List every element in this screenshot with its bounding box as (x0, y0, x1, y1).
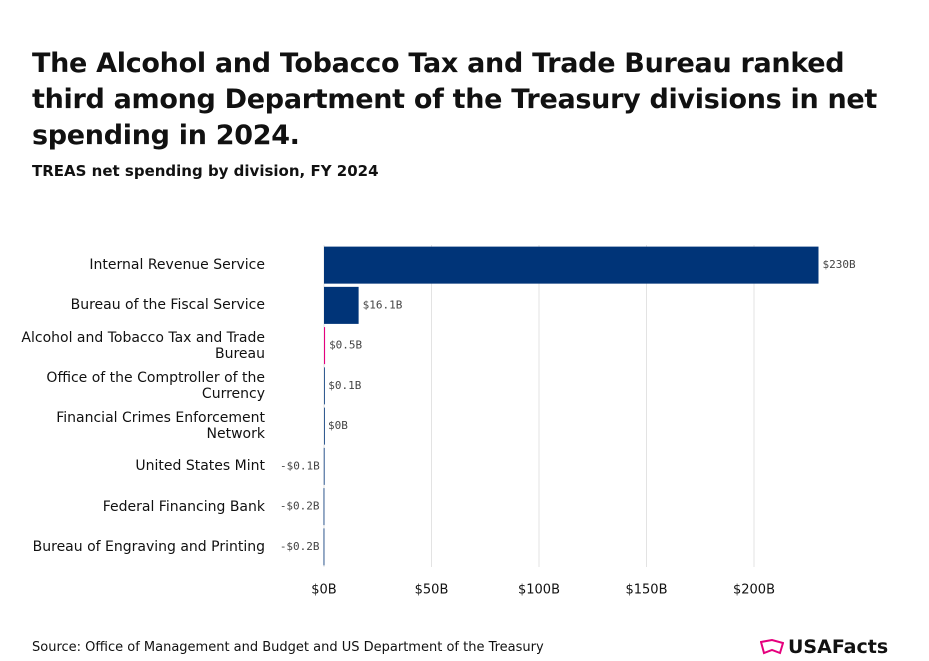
x-tick-label: $100B (518, 583, 560, 598)
value-label: $0B (328, 419, 348, 432)
value-label: -$0.1B (280, 459, 320, 472)
x-tick-label: $0B (311, 583, 336, 598)
bar (324, 367, 325, 405)
value-label: $16.1B (363, 298, 403, 311)
x-tick-label: $50B (415, 583, 449, 598)
chart-title: The Alcohol and Tobacco Tax and Trade Bu… (32, 48, 878, 151)
bar (324, 286, 359, 324)
value-label: $0.1B (328, 379, 361, 392)
y-tick-label: Office of the Comptroller of the Currenc… (46, 369, 265, 402)
y-tick-label: Alcohol and Tobacco Tax and Trade Bureau (21, 329, 265, 362)
x-tick-label: $150B (625, 583, 667, 598)
y-tick-label: Internal Revenue Service (89, 257, 265, 274)
value-label: -$0.2B (280, 500, 320, 513)
y-tick-label: United States Mint (135, 458, 265, 475)
x-tick-label: $200B (733, 583, 775, 598)
bar (324, 327, 326, 365)
bar (323, 488, 325, 526)
source: Source: Office of Management and Budget … (32, 640, 544, 655)
bar (324, 246, 819, 284)
value-label: $0.5B (329, 339, 362, 352)
bar (323, 447, 325, 485)
value-label: -$0.2B (280, 540, 320, 553)
bar (324, 407, 325, 445)
y-tick-label: Financial Crimes Enforcement Network (56, 410, 265, 443)
value-label: $230B (823, 258, 856, 271)
logo-icon (760, 639, 784, 655)
y-tick-label: Bureau of Engraving and Printing (32, 538, 265, 555)
y-tick-label: Federal Financing Bank (102, 498, 265, 515)
chart-subtitle: TREAS net spending by division, FY 2024 (32, 162, 379, 180)
bar (323, 528, 325, 566)
logo: USAFacts (760, 636, 888, 658)
logo-text: USAFacts (788, 636, 889, 658)
y-tick-label: Bureau of the Fiscal Service (70, 297, 265, 314)
